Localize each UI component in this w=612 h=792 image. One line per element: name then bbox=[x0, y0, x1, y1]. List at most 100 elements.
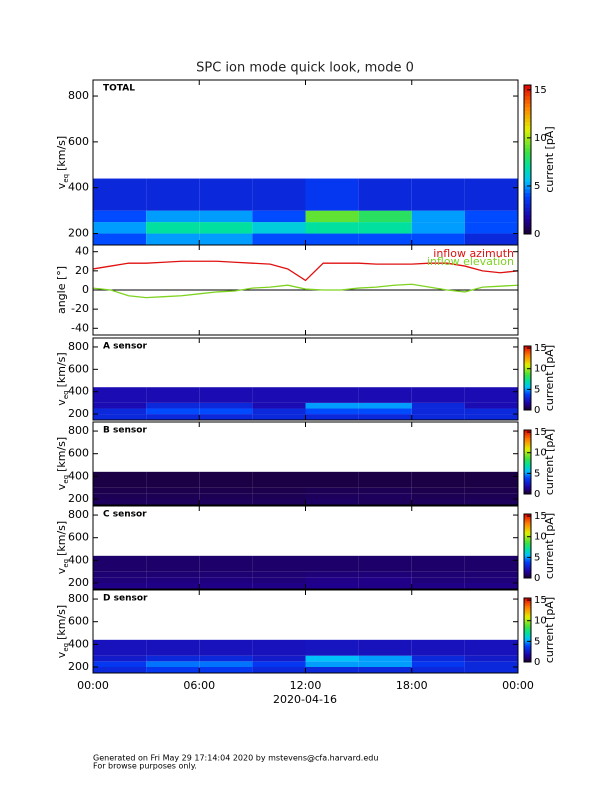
footer-line: For browse purposes only. bbox=[93, 762, 197, 771]
heatmap-cell bbox=[305, 402, 359, 409]
y-axis-label-unit: [km/s] bbox=[55, 352, 68, 387]
colorbar-tick-label: 10 bbox=[534, 364, 547, 375]
colorbar-segment bbox=[524, 200, 531, 205]
colorbar-segment bbox=[524, 408, 531, 411]
heatmap-cell bbox=[464, 178, 518, 211]
title: SPC ion mode quick look, mode 0 bbox=[196, 61, 414, 76]
heatmap-cell bbox=[411, 222, 465, 234]
colorbar-segment bbox=[524, 468, 531, 471]
colorbar-segment bbox=[524, 394, 531, 397]
colorbar-segment bbox=[524, 542, 531, 545]
heatmap-cell bbox=[358, 666, 412, 673]
colorbar-segment bbox=[524, 360, 531, 363]
colorbar-segment bbox=[524, 620, 531, 623]
heatmap-cell bbox=[411, 571, 465, 578]
colorbar-segment bbox=[524, 652, 531, 655]
colorbar-segment bbox=[524, 181, 531, 187]
colorbar-tick-label: 5 bbox=[534, 552, 540, 563]
x-tick-label: 06:00 bbox=[183, 679, 215, 692]
colorbar-segment bbox=[524, 478, 531, 481]
heatmap-cell bbox=[305, 639, 359, 656]
heatmap-cell bbox=[305, 582, 359, 589]
panel: TOTAL 0 5 10 15 current [pA] veq [km/s] 200 400 60… bbox=[55, 79, 556, 246]
colorbar-segment bbox=[524, 155, 531, 160]
colorbar-tick-label: 15 bbox=[534, 343, 547, 354]
colorbar-segment bbox=[524, 444, 531, 447]
colorbar-segment bbox=[524, 103, 531, 108]
y-tick-label: 600 bbox=[68, 362, 89, 375]
colorbar-segment bbox=[524, 660, 531, 663]
heatmap-cell bbox=[464, 666, 518, 673]
colorbar-tick-label: 5 bbox=[534, 181, 540, 192]
colorbar-segment bbox=[524, 520, 531, 523]
heatmap-cell bbox=[464, 577, 518, 583]
colorbar-segment bbox=[524, 193, 531, 198]
colorbar-segment bbox=[524, 373, 531, 376]
heatmap-cell bbox=[464, 639, 518, 656]
colorbar-segment bbox=[524, 99, 531, 105]
colorbar-segment bbox=[524, 133, 531, 138]
colorbar-segment bbox=[524, 550, 531, 553]
colorbar-segment bbox=[524, 610, 531, 613]
heatmap-cell bbox=[146, 487, 200, 494]
colorbar-segment bbox=[524, 531, 531, 534]
colorbar-segment bbox=[524, 486, 531, 489]
colorbar-segment bbox=[524, 638, 531, 641]
heatmap-cell bbox=[358, 387, 412, 403]
colorbar-segment bbox=[524, 350, 531, 353]
colorbar-segment bbox=[524, 397, 531, 400]
colorbar-segment bbox=[524, 514, 531, 517]
colorbar-segment bbox=[524, 565, 531, 568]
heatmap-cell bbox=[305, 487, 359, 494]
heatmap-cell bbox=[305, 655, 359, 662]
heatmap-cell bbox=[93, 582, 147, 589]
y-axis-label-symbol: v bbox=[55, 399, 68, 406]
heatmap-cell bbox=[464, 210, 518, 223]
colorbar-segment bbox=[524, 386, 531, 389]
heatmap-cell bbox=[411, 555, 465, 572]
heatmap-cell bbox=[252, 493, 306, 499]
y-axis-label: veq [km/s] bbox=[55, 352, 70, 405]
colorbar-segment bbox=[524, 515, 531, 518]
colorbar-segment bbox=[524, 178, 531, 183]
heatmap-cell bbox=[252, 210, 306, 223]
y-axis-label-subscript: eq bbox=[62, 475, 70, 484]
heatmap-cell bbox=[199, 555, 253, 572]
heatmap-cell bbox=[252, 577, 306, 583]
colorbar-tick-label: 10 bbox=[534, 616, 547, 627]
colorbar-label: current [pA] bbox=[543, 597, 556, 663]
colorbar-segment bbox=[524, 449, 531, 452]
heatmap-cell bbox=[464, 408, 518, 415]
colorbar-segment bbox=[524, 436, 531, 439]
colorbar-segment bbox=[524, 476, 531, 479]
colorbar-segment bbox=[524, 88, 531, 93]
colorbar-tick-label: 10 bbox=[534, 133, 547, 144]
x-tick-label: 18:00 bbox=[396, 679, 428, 692]
heatmap-cell bbox=[199, 493, 253, 499]
colorbar-tick-label: 0 bbox=[534, 229, 540, 240]
colorbar-segment bbox=[524, 574, 531, 577]
heatmap-cell bbox=[252, 471, 306, 488]
heatmap-cell bbox=[199, 666, 253, 673]
y-axis-label: angle [°] bbox=[55, 266, 68, 314]
colorbar-segment bbox=[524, 355, 531, 358]
heatmap-cell bbox=[146, 655, 200, 662]
colorbar-tick-label: 0 bbox=[534, 657, 540, 668]
heatmap-cell bbox=[411, 402, 465, 409]
colorbar-segment bbox=[524, 657, 531, 660]
colorbar-segment bbox=[524, 633, 531, 636]
series-annotation: inflow elevation bbox=[427, 255, 514, 268]
colorbar-segment bbox=[524, 442, 531, 445]
heatmap-cell bbox=[464, 222, 518, 234]
y-tick-label: 0 bbox=[82, 283, 89, 296]
colorbar-segment bbox=[524, 534, 531, 537]
heatmap-cell bbox=[305, 222, 359, 234]
heatmap-cell bbox=[146, 233, 200, 245]
heatmap-cell bbox=[411, 582, 465, 589]
panel-label: D sensor bbox=[103, 594, 148, 604]
heatmap-cell bbox=[358, 661, 412, 667]
colorbar-segment bbox=[524, 398, 531, 401]
x-tick-label: 00:00 bbox=[502, 679, 534, 692]
colorbar-segment bbox=[524, 654, 531, 657]
